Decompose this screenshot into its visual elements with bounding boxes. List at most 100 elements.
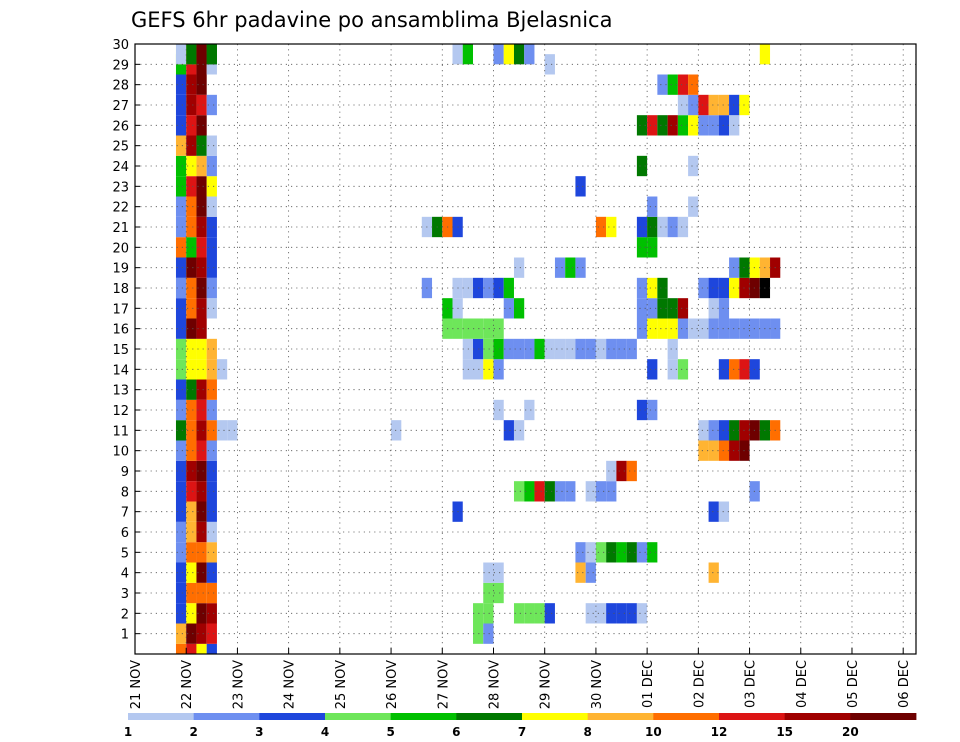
y-tick-label: 1 <box>121 628 129 643</box>
heatmap-cell <box>647 196 658 217</box>
heatmap-cell <box>636 603 648 624</box>
heatmap-cell <box>636 277 648 299</box>
heatmap-cell <box>606 603 617 624</box>
y-tick-label: 12 <box>112 404 129 419</box>
y-tick-label: 10 <box>112 445 129 460</box>
heatmap-cell <box>196 94 207 116</box>
heatmap-cell <box>616 460 627 482</box>
heatmap-cell <box>186 135 197 156</box>
heatmap-cell <box>698 318 709 339</box>
colorbar-swatch <box>456 713 523 720</box>
heatmap-cell <box>544 603 555 624</box>
heatmap-cell <box>677 318 689 339</box>
heatmap-cell <box>483 318 494 339</box>
heatmap-cell <box>175 399 187 421</box>
x-axis-ticks: 21 NOV 22 NOV 23 NOV 24 NOV 25 NOV 26 NOV 27 N… <box>129 648 912 709</box>
heatmap-cell <box>206 54 217 75</box>
heatmap-cell <box>175 338 187 360</box>
heatmap-cell <box>186 74 197 95</box>
heatmap-cell <box>503 44 514 65</box>
heatmap-cell <box>708 318 719 339</box>
heatmap-cell <box>196 298 207 319</box>
grid-lines <box>135 44 916 654</box>
heatmap-cell <box>175 54 187 75</box>
y-tick-label: 24 <box>112 160 129 175</box>
heatmap-cell <box>575 176 586 197</box>
heatmap-cell <box>186 542 197 563</box>
x-tick-label: 23 NOV <box>231 660 246 709</box>
x-tick-label: 25 NOV <box>334 660 349 709</box>
heatmap-cell <box>175 94 187 116</box>
heatmap-cell <box>175 318 187 339</box>
heatmap-cell <box>175 277 187 299</box>
heatmap-cell <box>595 542 607 563</box>
heatmap-cell <box>698 440 709 461</box>
heatmap-cell <box>647 298 658 319</box>
heatmap-cell <box>513 257 525 278</box>
x-tick-label: 01 DEC <box>641 660 656 708</box>
heatmap-cell <box>503 277 514 299</box>
heatmap-cell <box>483 277 494 299</box>
heatmap-cell <box>493 399 504 421</box>
heatmap-cell <box>708 94 719 116</box>
heatmap-cell <box>565 338 576 360</box>
y-tick-label: 3 <box>121 587 129 602</box>
heatmap-cell <box>206 338 217 360</box>
heatmap-cell <box>175 44 187 65</box>
heatmap-cell <box>483 562 494 583</box>
heatmap-cell <box>206 582 217 604</box>
heatmap-cell <box>524 603 535 624</box>
heatmap-cell <box>483 359 494 380</box>
heatmap-cell <box>175 257 187 278</box>
heatmap-cell <box>196 237 207 258</box>
heatmap-cell <box>657 277 668 299</box>
y-tick-label: 28 <box>112 79 129 94</box>
heatmap-cell <box>452 44 463 65</box>
heatmap-cell <box>534 603 545 624</box>
heatmap-cell <box>186 481 197 502</box>
heatmap-cell <box>616 542 627 563</box>
heatmap-cell <box>196 44 207 65</box>
heatmap-cell <box>493 44 504 65</box>
colorbar-label: 3 <box>255 725 263 739</box>
heatmap-cell <box>186 440 197 461</box>
heatmap-cell <box>175 440 187 461</box>
heatmap-cell <box>483 603 494 624</box>
heatmap-cell <box>513 481 525 502</box>
heatmap-cell <box>206 277 217 299</box>
heatmap-cell <box>175 115 187 136</box>
heatmap-cell <box>206 562 217 583</box>
y-tick-label: 8 <box>121 485 129 500</box>
heatmap-cell <box>196 399 207 421</box>
heatmap-cell <box>513 44 525 65</box>
heatmap-cell <box>473 603 484 624</box>
heatmap-cell <box>175 542 187 563</box>
heatmap-cell <box>575 257 586 278</box>
heatmap-cell <box>196 440 207 461</box>
y-tick-label: 17 <box>112 302 129 317</box>
heatmap-cell <box>175 460 187 482</box>
heatmap-cell <box>667 115 678 136</box>
heatmap-cell <box>206 643 217 654</box>
heatmap-cell <box>175 359 187 380</box>
colorbar-label: 10 <box>645 725 662 739</box>
heatmap-cell <box>175 196 187 217</box>
heatmap-cell <box>196 338 207 360</box>
heatmap-cell <box>175 582 187 604</box>
heatmap-cell <box>565 257 576 278</box>
colorbar-swatch <box>719 713 786 720</box>
heatmap-cell <box>708 115 719 136</box>
heatmap-cell <box>718 359 730 380</box>
heatmap-cell <box>206 359 217 380</box>
y-tick-label: 6 <box>121 526 129 541</box>
heatmap-cell <box>186 460 197 482</box>
heatmap-cell <box>524 44 535 65</box>
heatmap-cell <box>196 501 207 522</box>
y-tick-label: 14 <box>112 363 129 378</box>
heatmap-cell <box>206 420 217 441</box>
chart-title: GEFS 6hr padavine po ansamblima Bjelasni… <box>131 8 612 32</box>
heatmap-cell <box>667 338 678 360</box>
heatmap-cell <box>186 623 197 644</box>
heatmap-cell <box>513 338 525 360</box>
y-tick-label: 22 <box>112 201 129 216</box>
